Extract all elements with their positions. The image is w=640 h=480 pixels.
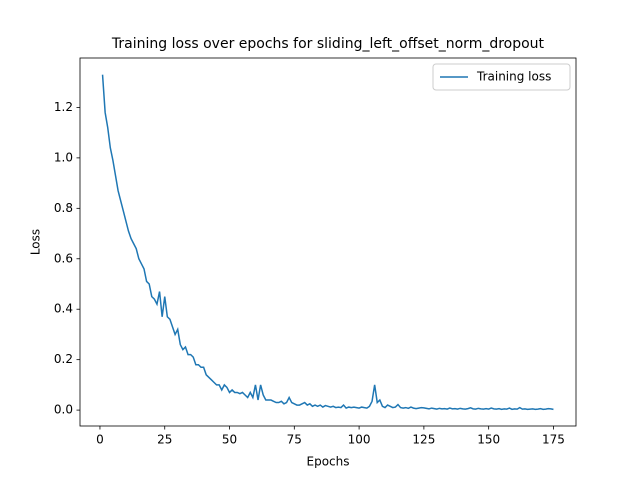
y-axis-label: Loss — [29, 229, 43, 255]
x-tick-label: 50 — [222, 433, 237, 447]
x-axis-label: Epochs — [307, 455, 350, 469]
legend-label: Training loss — [476, 70, 551, 84]
y-tick-label: 0.0 — [54, 403, 73, 417]
y-tick-label: 1.0 — [54, 150, 73, 164]
y-tick-label: 0.6 — [54, 251, 73, 265]
x-tick-label: 100 — [348, 433, 371, 447]
y-tick-label: 0.4 — [54, 302, 73, 316]
y-tick-label: 0.8 — [54, 201, 73, 215]
x-tick-label: 0 — [96, 433, 104, 447]
chart-title: Training loss over epochs for sliding_le… — [111, 36, 545, 52]
legend-box — [432, 63, 571, 91]
x-tick-label: 150 — [477, 433, 500, 447]
x-tick-label: 175 — [542, 433, 565, 447]
plot-frame — [79, 57, 577, 427]
y-tick-label: 0.2 — [54, 352, 73, 366]
y-tick-label: 1.2 — [54, 100, 73, 114]
loss-line — [101, 74, 554, 411]
x-tick-label: 75 — [287, 433, 302, 447]
x-tick-label: 125 — [412, 433, 435, 447]
x-tick-label: 25 — [157, 433, 172, 447]
